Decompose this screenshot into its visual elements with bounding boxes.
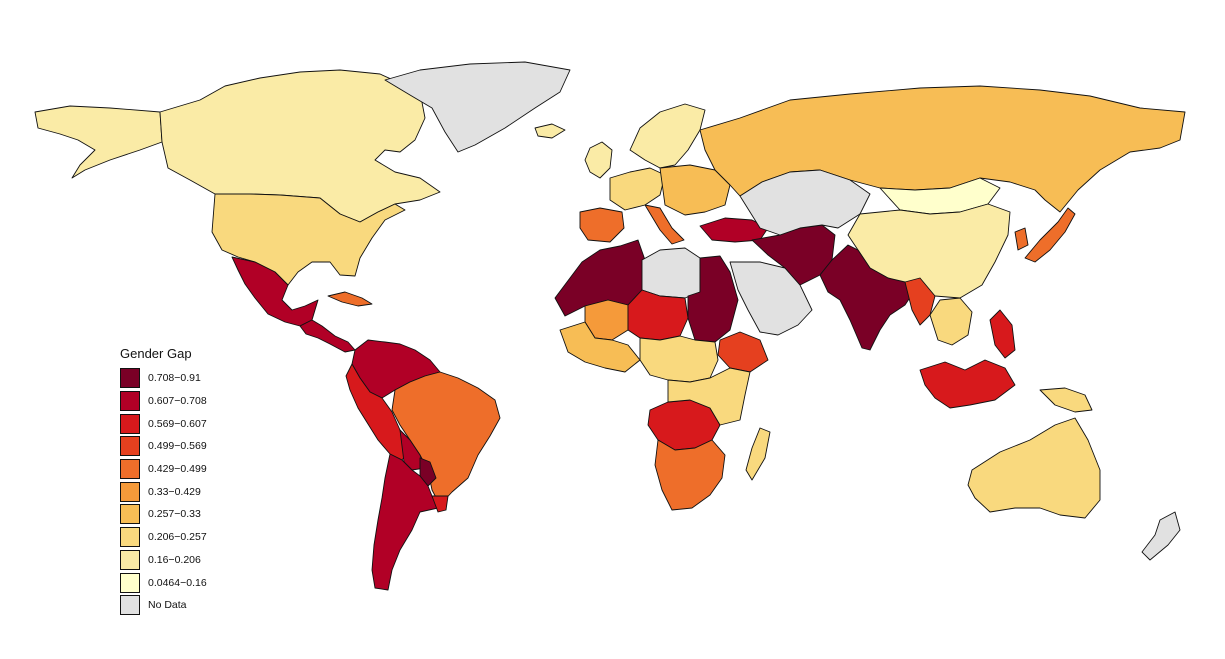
central-africa <box>639 335 719 383</box>
legend-item: 0.206−0.257 <box>120 526 280 549</box>
legend-label: 0.206−0.257 <box>148 531 207 544</box>
legend-item: 0.257−0.33 <box>120 503 280 526</box>
legend-title: Gender Gap <box>120 346 192 361</box>
legend-label: 0.16−0.206 <box>148 553 201 566</box>
algeria-libya <box>641 247 701 299</box>
italy <box>644 204 685 245</box>
cuba <box>327 291 373 307</box>
legend-swatch <box>120 572 140 593</box>
paraguay <box>419 457 437 487</box>
legend-item: 0.607−0.708 <box>120 390 280 413</box>
legend-label: 0.257−0.33 <box>148 508 201 521</box>
legend-item: No Data <box>120 594 280 617</box>
legend-label: 0.33−0.429 <box>148 485 201 498</box>
greenland <box>384 61 571 153</box>
legend-swatch <box>120 504 140 525</box>
arabia <box>729 261 813 336</box>
legend-swatch <box>120 459 140 480</box>
new-zealand <box>1141 511 1181 561</box>
papua <box>1039 387 1093 413</box>
legend-item: 0.0464−0.16 <box>120 571 280 594</box>
legend-label: 0.499−0.569 <box>148 440 207 453</box>
chad-niger <box>627 289 689 341</box>
madagascar <box>745 427 771 481</box>
western-europe <box>609 167 666 211</box>
iceland <box>534 123 566 139</box>
uruguay <box>431 495 449 513</box>
legend-swatch <box>120 391 140 412</box>
map-legend: Gender Gap 0.708−0.91 0.607−0.708 0.569−0.… <box>120 346 280 617</box>
southern-africa <box>654 439 726 511</box>
alaska <box>34 105 163 179</box>
legend-item: 0.16−0.206 <box>120 549 280 572</box>
legend-label: 0.0464−0.16 <box>148 576 207 589</box>
mexico <box>231 256 319 327</box>
india-pakistan <box>819 244 916 351</box>
ethiopia <box>717 331 769 373</box>
chile-argentina <box>371 453 439 591</box>
uk-ireland <box>584 141 613 179</box>
legend-item: 0.429−0.499 <box>120 458 280 481</box>
legend-item: 0.569−0.607 <box>120 412 280 435</box>
eastern-europe <box>659 164 731 216</box>
legend-swatch <box>120 481 140 502</box>
japan <box>1024 207 1076 263</box>
legend-swatch <box>120 413 140 434</box>
east-africa <box>667 367 751 426</box>
korea <box>1014 227 1029 251</box>
legend-label: 0.429−0.499 <box>148 463 207 476</box>
scandinavia <box>629 103 706 169</box>
legend-item: 0.499−0.569 <box>120 435 280 458</box>
indonesia <box>919 359 1016 409</box>
legend-swatch <box>120 595 140 616</box>
legend-label: 0.607−0.708 <box>148 395 207 408</box>
legend-label: 0.569−0.607 <box>148 417 207 430</box>
legend-item: 0.708−0.91 <box>120 367 280 390</box>
turkey <box>699 217 769 243</box>
legend-swatch <box>120 527 140 548</box>
philippines <box>989 309 1016 359</box>
legend-swatch <box>120 436 140 457</box>
central-america <box>299 319 356 353</box>
legend-items: 0.708−0.91 0.607−0.708 0.569−0.607 0.499−0.… <box>120 367 280 617</box>
legend-label: No Data <box>148 599 187 612</box>
legend-item: 0.33−0.429 <box>120 480 280 503</box>
southeast-asia <box>929 297 973 346</box>
iberia <box>579 207 625 243</box>
australia <box>967 417 1101 519</box>
legend-swatch <box>120 549 140 570</box>
legend-label: 0.708−0.91 <box>148 372 201 385</box>
legend-swatch <box>120 368 140 389</box>
